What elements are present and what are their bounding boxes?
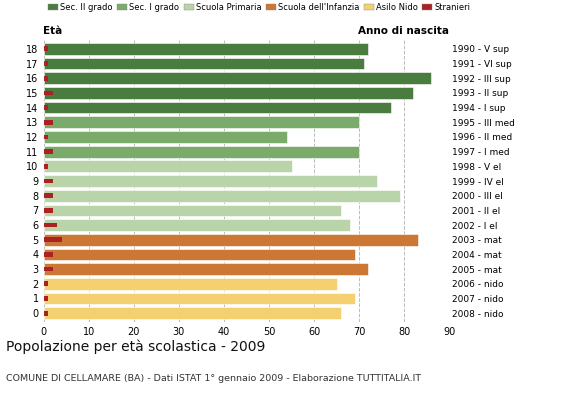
Bar	[44, 105, 48, 110]
Bar	[44, 72, 432, 84]
Bar	[44, 179, 53, 183]
Bar	[44, 43, 368, 55]
Text: Popolazione per età scolastica - 2009: Popolazione per età scolastica - 2009	[6, 340, 265, 354]
Bar	[44, 267, 53, 272]
Bar	[44, 116, 359, 128]
Bar	[44, 46, 48, 51]
Text: Anno di nascita: Anno di nascita	[358, 26, 450, 36]
Bar	[44, 238, 61, 242]
Legend: Sec. II grado, Sec. I grado, Scuola Primaria, Scuola dell'Infanzia, Asilo Nido, : Sec. II grado, Sec. I grado, Scuola Prim…	[48, 3, 471, 12]
Bar	[44, 134, 48, 139]
Bar	[44, 219, 350, 231]
Bar	[44, 190, 400, 202]
Bar	[44, 90, 53, 95]
Bar	[44, 76, 48, 80]
Text: Età: Età	[44, 26, 63, 36]
Bar	[44, 282, 48, 286]
Bar	[44, 131, 287, 143]
Bar	[44, 164, 48, 169]
Bar	[44, 61, 48, 66]
Bar	[44, 252, 53, 257]
Bar	[44, 248, 355, 260]
Text: COMUNE DI CELLAMARE (BA) - Dati ISTAT 1° gennaio 2009 - Elaborazione TUTTITALIA.: COMUNE DI CELLAMARE (BA) - Dati ISTAT 1°…	[6, 374, 421, 383]
Bar	[44, 58, 364, 69]
Bar	[44, 234, 418, 246]
Bar	[44, 87, 414, 99]
Bar	[44, 149, 53, 154]
Bar	[44, 120, 53, 125]
Bar	[44, 146, 359, 158]
Bar	[44, 263, 368, 275]
Bar	[44, 296, 48, 301]
Bar	[44, 311, 48, 316]
Bar	[44, 204, 341, 216]
Bar	[44, 278, 337, 290]
Bar	[44, 293, 355, 304]
Bar	[44, 208, 53, 213]
Bar	[44, 102, 391, 114]
Bar	[44, 307, 341, 319]
Bar	[44, 223, 57, 228]
Bar	[44, 193, 53, 198]
Bar	[44, 160, 292, 172]
Bar	[44, 175, 378, 187]
